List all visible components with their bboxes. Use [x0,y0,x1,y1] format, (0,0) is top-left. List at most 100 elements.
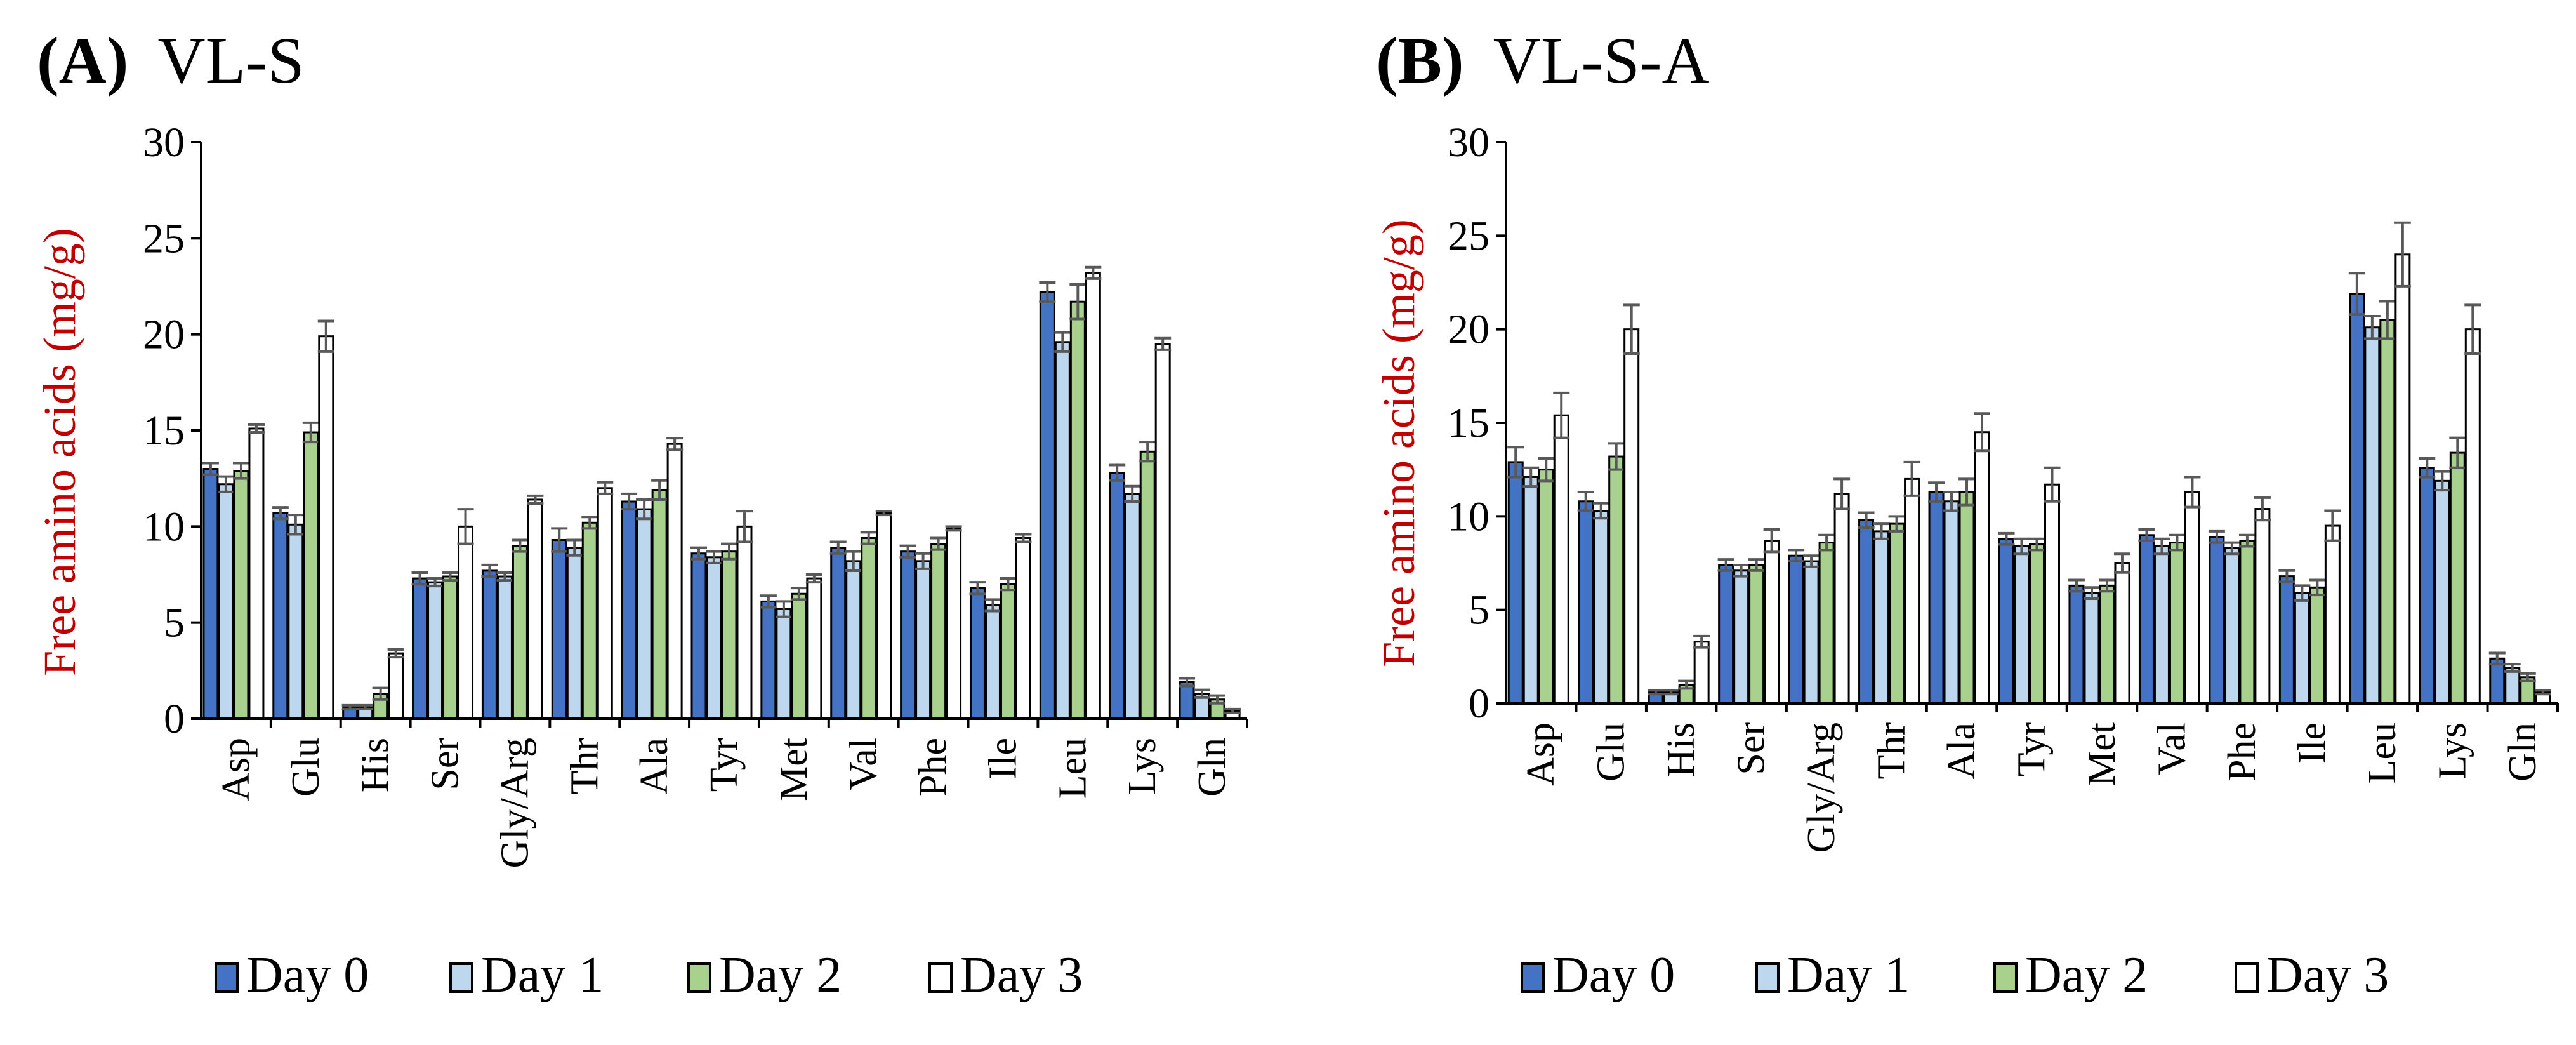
bar-tyr-day-0 [1998,538,2014,705]
bar-glu-day-2 [1608,455,1625,705]
bar-val-day-3 [876,512,892,720]
bar-phe-day-3 [946,527,962,720]
bar-ala-day-1 [1943,500,1960,705]
bar-ser-day-1 [1733,569,1750,705]
bar-ser-day-0 [1718,564,1734,705]
panel-b-ylabel: Free amino acids (mg/g) [1373,219,1424,667]
bar-asp-day-0 [202,468,219,720]
legend-label: Day 3 [960,947,1083,1003]
bar-gly-arg-day-1 [496,575,513,720]
bar-gly-arg-day-2 [1818,542,1835,705]
y-tick-label: 25 [143,215,185,262]
x-tick-label: Lys [1121,738,1164,795]
x-tick-label: Leu [1051,738,1094,799]
bar-glu-day-1 [287,523,304,720]
x-tick-label: Val [2150,722,2193,775]
legend-label: Day 1 [1787,947,1910,1003]
panel-b-name: VL-S-A [1493,24,1710,97]
bar-ile-day-2 [1000,583,1016,720]
bar-leu-day-2 [1069,300,1086,720]
bar-ser-day-3 [458,525,474,720]
bar-val-day-3 [2184,491,2200,705]
bar-tyr-day-1 [2014,545,2030,705]
x-tick-label: Phe [2221,722,2264,782]
bar-lys-day-1 [1124,493,1140,720]
bar-tyr-day-1 [706,556,722,720]
bar-met-day-2 [791,592,807,720]
bar-thr-day-2 [1889,522,1905,705]
y-tick-label: 10 [143,503,185,550]
panel-b-label: (B) [1376,24,1464,97]
bar-tyr-day-2 [721,550,737,720]
bar-ser-day-2 [442,575,459,720]
y-tick-label: 15 [1448,400,1489,446]
bar-ala-day-3 [666,443,683,720]
bar-ala-day-3 [1974,431,1990,705]
x-tick-label: Thr [563,738,606,795]
bar-met-day-1 [776,608,792,720]
bar-ala-day-2 [651,489,668,720]
bar-leu-day-3 [2394,253,2411,705]
y-tick-label: 10 [1448,493,1489,540]
bar-lys-day-0 [1109,472,1125,720]
x-tick-label: Met [772,738,816,801]
bar-val-day-0 [2138,534,2155,705]
bar-met-day-2 [2099,584,2115,705]
bar-ile-day-2 [2309,586,2325,705]
bar-met-day-3 [806,577,822,720]
bar-ile-day-0 [969,587,986,720]
bar-ile-day-1 [984,604,1001,720]
bar-val-day-0 [830,547,847,720]
bar-leu-day-1 [1054,341,1071,720]
bar-asp-day-3 [248,427,265,720]
x-tick-label: Ala [1940,722,1983,780]
panel-b-chart: 0 5 10 15 20 25 30 Asp Glu His Ser Gly/Arg Thr Ala Tyr… [1448,119,2559,853]
x-tick-label: Ala [633,738,676,795]
bar-glu-day-0 [1578,500,1594,705]
x-tick-label: Gln [2501,722,2544,782]
bar-phe-day-0 [900,550,916,720]
bar-ser-day-2 [1748,564,1765,705]
x-tick-label: Asp [215,738,258,801]
bar-tyr-day-3 [736,525,753,720]
x-tick-label: Phe [912,738,955,797]
bar-val-day-2 [861,536,877,720]
bar-tyr-day-0 [690,552,707,720]
x-tick-label: Thr [1870,722,1913,780]
bar-thr-day-3 [1904,477,1920,705]
x-tick-label: Glu [284,738,327,797]
bar-ala-day-0 [621,500,637,720]
x-tick-label: Gln [1191,738,1234,797]
bar-ile-day-1 [2294,592,2310,705]
x-tick-label: Gly/Arg [1800,722,1843,853]
bar-his-day-3 [388,652,404,720]
bar-phe-day-0 [2209,536,2225,705]
x-tick-label: Tyr [2011,722,2054,777]
bar-lys-day-0 [2419,467,2435,705]
bar-met-day-0 [2068,584,2085,705]
bar-gly-arg-day-1 [1803,560,1820,705]
bar-phe-day-3 [2254,508,2271,705]
legend-label: Day 3 [2266,947,2389,1003]
bar-thr-day-1 [1873,530,1890,705]
legend-label: Day 1 [481,947,604,1003]
bar-ser-day-3 [1764,540,1780,705]
bar-ala-day-2 [1958,491,1975,705]
x-tick-label: Ile [981,738,1024,779]
legend-swatch-day-2 [1993,962,2018,993]
bar-gly-arg-day-2 [512,545,528,720]
x-tick-label: Asp [1519,722,1562,786]
bar-gly-arg-day-0 [1788,554,1804,705]
bar-leu-day-2 [2379,319,2396,705]
bar-leu-day-3 [1085,272,1101,720]
x-tick-label: Ile [2290,722,2334,764]
x-tick-label: Leu [2361,722,2404,783]
y-tick-label: 20 [143,312,185,358]
bar-asp-day-3 [1553,414,1569,705]
bar-gln-day-1 [2504,667,2521,705]
x-tick-label: Lys [2431,722,2474,780]
bar-met-day-1 [2084,592,2100,705]
legend-label: Day 2 [719,947,842,1003]
panel-b-title: (B) VL-S-A [1376,24,1710,97]
y-tick-label: 15 [143,408,185,454]
